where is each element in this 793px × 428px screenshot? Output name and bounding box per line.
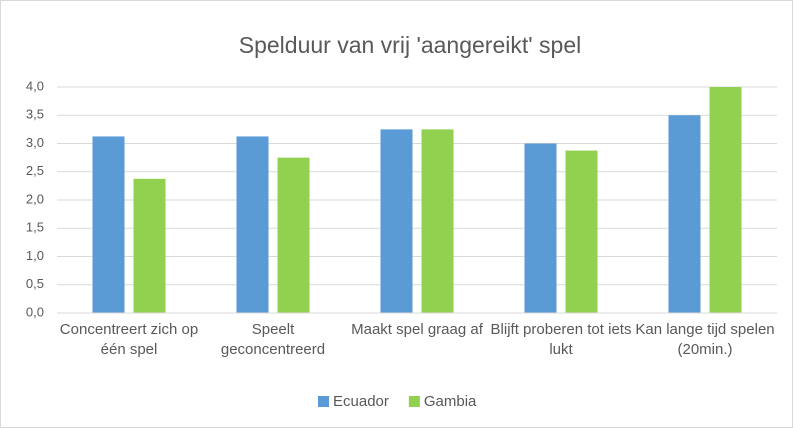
bar (133, 178, 166, 313)
bar (380, 129, 413, 313)
x-tick-label: Concentreert zich op één spel (59, 321, 199, 358)
y-tick-label: 2,0 (26, 191, 44, 206)
y-tick-label: 3,5 (26, 107, 44, 122)
chart-title: Spelduur van vrij 'aangereikt' spel (239, 32, 581, 58)
bar (92, 136, 125, 313)
bar (709, 87, 742, 313)
legend-label: Ecuador (333, 393, 389, 410)
y-tick-label: 1,5 (26, 220, 44, 235)
bar (421, 129, 454, 313)
bar (277, 157, 310, 313)
bar (524, 143, 557, 313)
legend-swatch (408, 396, 420, 407)
y-tick-label: 3,0 (26, 135, 44, 150)
bar (668, 115, 701, 313)
bar (565, 150, 598, 313)
legend-swatch (318, 396, 329, 407)
x-tick-label: Maakt spel graag af (351, 321, 483, 338)
y-tick-label: 1,0 (26, 248, 44, 263)
x-tick-label: Kan lange tijd spelen (20min.) (635, 321, 775, 358)
y-tick-label: 0,5 (26, 276, 44, 291)
y-tick-label: 2,5 (26, 163, 44, 178)
x-tick-label: Blijft proberen tot iets lukt (490, 321, 632, 358)
bar (236, 136, 269, 313)
x-tick-label: Speelt geconcentreerd (220, 321, 326, 358)
y-tick-label: 4,0 (26, 78, 44, 93)
legend-label: Gambia (424, 393, 477, 410)
y-tick-label: 0,0 (26, 304, 44, 319)
